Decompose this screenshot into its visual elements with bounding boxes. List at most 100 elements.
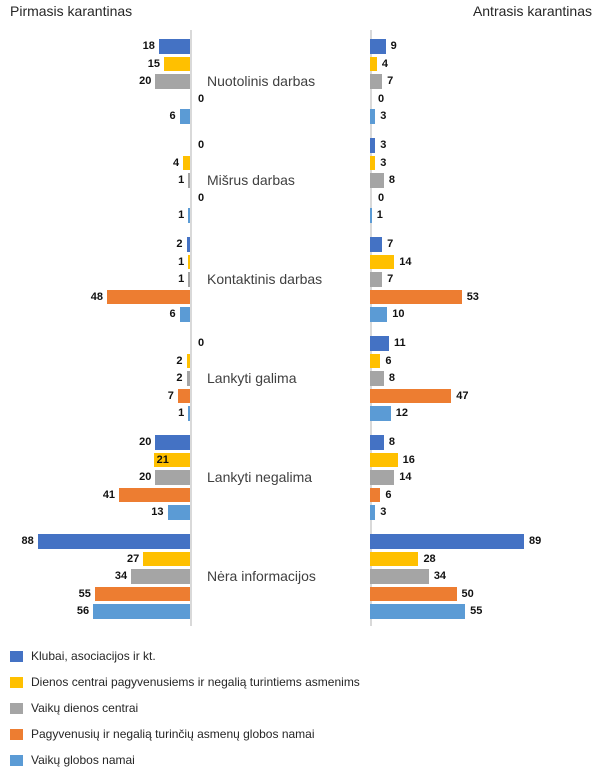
- category-label: Nėra informacijos: [207, 568, 316, 585]
- left-axis-line: [190, 30, 192, 626]
- bar-right: [370, 470, 395, 485]
- value-label-right: 3: [380, 506, 387, 518]
- legend-item: Vaikų globos namai: [10, 747, 590, 773]
- bar-left: [186, 371, 190, 386]
- value-label-left: 18: [142, 40, 155, 52]
- legend-color-swatch: [10, 728, 23, 740]
- bar-left: [94, 586, 190, 601]
- value-label-left: 4: [172, 156, 180, 169]
- value-label-left: 15: [147, 57, 161, 70]
- bar-left: [155, 435, 190, 450]
- value-label-left: 6: [169, 110, 176, 122]
- legend-item: Pagyvenusių ir negalią turinčių asmenų g…: [10, 721, 590, 747]
- bar-right: [370, 371, 384, 386]
- value-label-right: 6: [385, 354, 392, 367]
- bar-left: [179, 307, 190, 322]
- value-label-right: 4: [381, 57, 389, 70]
- legend-item-label: Klubai, asociacijos ir kt.: [31, 649, 156, 663]
- value-label-left: 88: [21, 535, 34, 547]
- bar-right: [370, 336, 390, 351]
- bar-right: [370, 138, 376, 153]
- legend-item: Klubai, asociacijos ir kt.: [10, 643, 590, 669]
- bar-left: [153, 452, 190, 467]
- value-label-right: 16: [402, 453, 415, 466]
- value-label-left: 27: [127, 552, 140, 565]
- bar-left: [155, 74, 190, 89]
- value-label-right: 0: [378, 191, 385, 204]
- bar-left: [155, 470, 190, 485]
- value-label-right: 8: [388, 436, 395, 448]
- value-label-left: 1: [178, 209, 185, 221]
- value-label-left: 1: [178, 407, 185, 419]
- bar-left: [93, 604, 190, 619]
- bar-right: [370, 109, 376, 124]
- bar-left: [167, 505, 190, 520]
- value-label-left: 2: [176, 238, 183, 250]
- value-label-right: 11: [394, 337, 406, 349]
- bar-right: [370, 435, 384, 450]
- bar-left: [143, 551, 190, 566]
- bar-left: [188, 254, 190, 269]
- bar-right: [370, 505, 376, 520]
- value-label-left: 2: [176, 372, 183, 384]
- value-label-right: 12: [395, 407, 408, 419]
- value-label-left: 0: [198, 139, 205, 151]
- bar-left: [179, 109, 190, 124]
- bar-right: [370, 155, 376, 170]
- bar-right: [370, 551, 419, 566]
- bar-left: [177, 388, 190, 403]
- category-label: Mišrus darbas: [207, 172, 295, 189]
- right-axis-line: [370, 30, 372, 626]
- bar-right: [370, 452, 398, 467]
- bar-left: [188, 406, 190, 421]
- bar-right: [370, 353, 381, 368]
- value-label-left: 1: [178, 174, 185, 186]
- bar-left: [186, 353, 190, 368]
- category-label: Lankyti galima: [207, 370, 297, 387]
- value-label-right: 7: [387, 238, 394, 250]
- bar-right: [370, 272, 383, 287]
- bar-right: [370, 569, 429, 584]
- value-label-left: 34: [114, 570, 128, 582]
- value-label-left: 1: [178, 255, 185, 268]
- legend: Klubai, asociacijos ir kt. Dienos centrai…: [10, 643, 590, 773]
- category-label: Kontaktinis darbas: [207, 271, 323, 288]
- bar-right: [370, 487, 381, 502]
- value-label-left: 20: [139, 436, 152, 448]
- bar-right: [370, 237, 383, 252]
- value-label-right: 14: [399, 471, 412, 483]
- value-label-right: 10: [392, 308, 405, 320]
- value-label-right: 1: [376, 209, 383, 221]
- bar-left: [188, 173, 190, 188]
- bar-right: [370, 307, 388, 322]
- value-label-right: 53: [466, 290, 479, 303]
- legend-color-swatch: [10, 702, 23, 714]
- bar-left: [37, 534, 190, 549]
- value-label-left: 13: [151, 506, 164, 518]
- plot-area: Nuotolinis darbas 18 9 15 4 20 7 0 0 6 3 Mišrus dar…: [0, 30, 600, 632]
- value-label-right: 3: [380, 139, 387, 151]
- value-label-left: 0: [198, 92, 205, 105]
- value-label-right: 34: [433, 570, 447, 582]
- bar-left: [186, 237, 190, 252]
- value-label-left: 56: [76, 605, 90, 617]
- bar-right: [370, 208, 372, 223]
- bar-left: [164, 56, 190, 71]
- right-chart-title: Antrasis karantinas: [472, 3, 592, 19]
- bar-right: [370, 39, 386, 54]
- value-label-right: 14: [399, 255, 412, 268]
- value-label-right: 0: [378, 92, 385, 105]
- value-label-right: 55: [470, 605, 483, 617]
- bar-right: [370, 254, 395, 269]
- value-label-left: 2: [176, 354, 183, 367]
- value-label-left: 0: [198, 337, 205, 349]
- value-label-left: 0: [198, 191, 205, 204]
- value-label-left: 7: [167, 389, 174, 402]
- bar-right: [370, 289, 462, 304]
- bar-left: [119, 487, 190, 502]
- legend-item-label: Vaikų dienos centrai: [31, 701, 139, 715]
- legend-item: Vaikų dienos centrai: [10, 695, 590, 721]
- value-label-right: 50: [461, 587, 474, 600]
- value-label-left: 6: [169, 308, 176, 320]
